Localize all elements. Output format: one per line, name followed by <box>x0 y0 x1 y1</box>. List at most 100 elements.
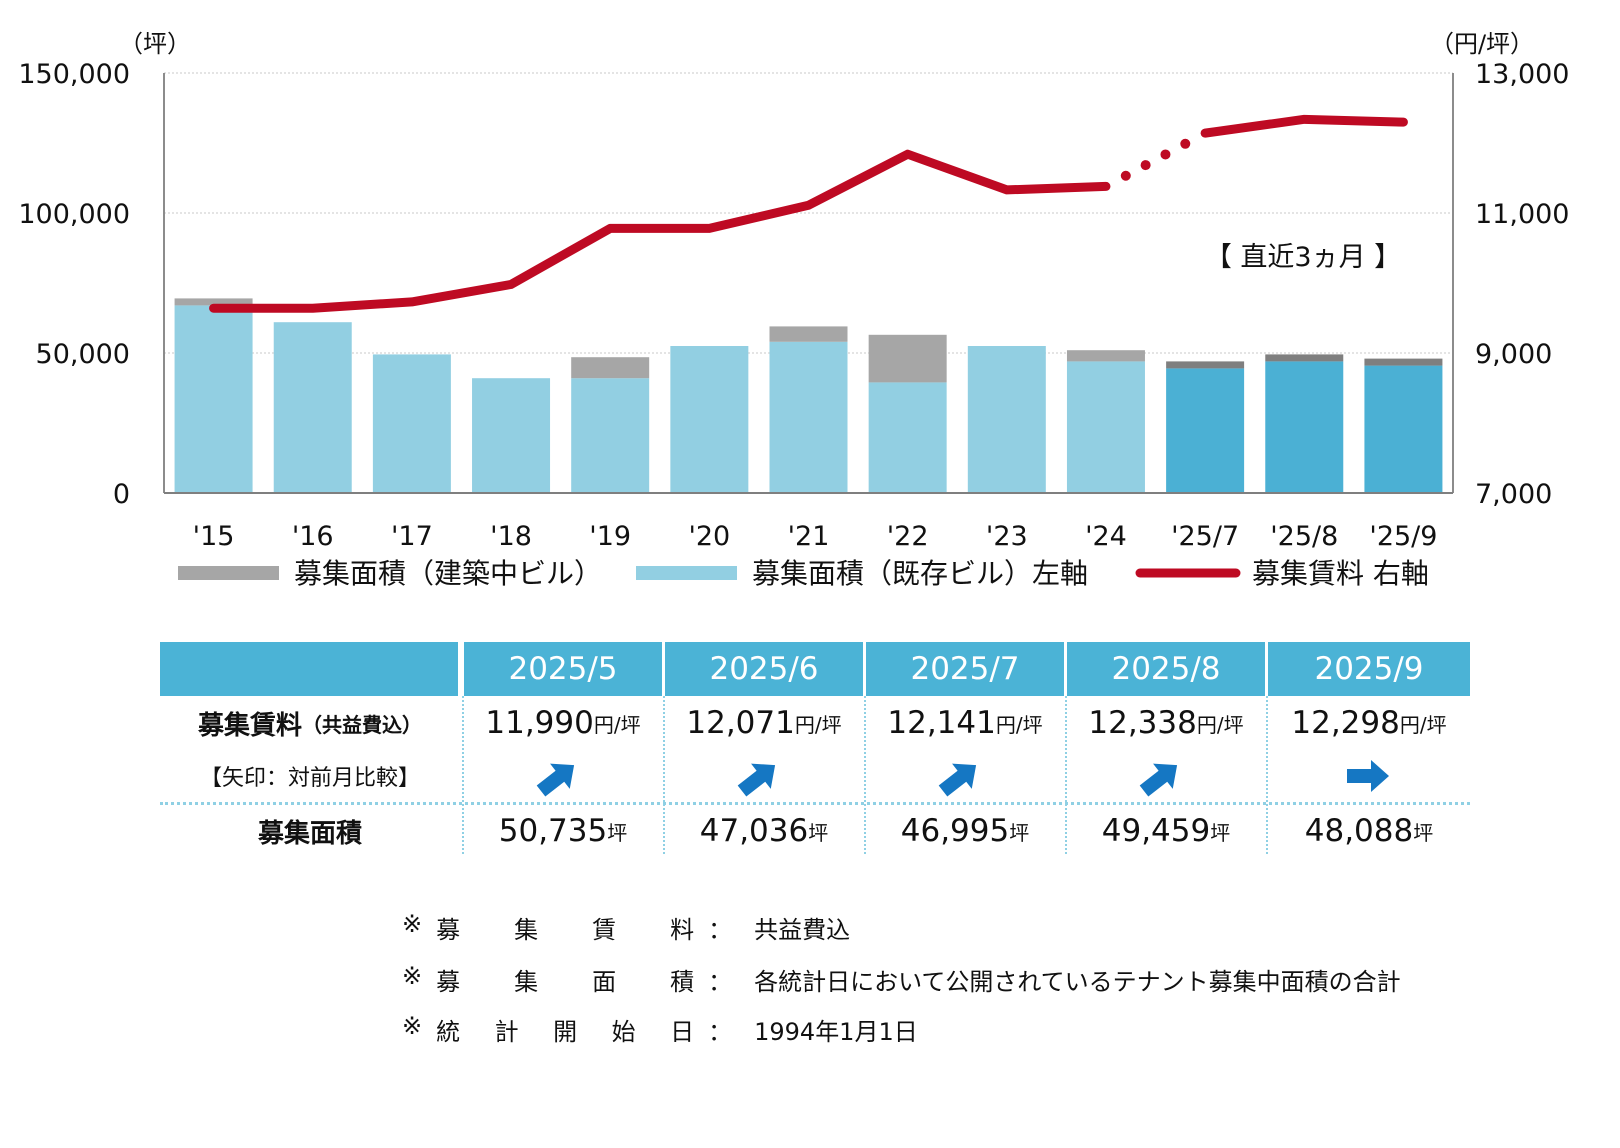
bar-existing <box>967 346 1046 493</box>
note-key-char: 計 <box>494 1018 519 1046</box>
rent-value-cell: 12,071 円/坪 <box>665 698 863 748</box>
area-value-cell: 49,459 坪 <box>1067 806 1265 856</box>
column-divider <box>1065 696 1067 854</box>
area-value: 48,088 <box>1304 813 1414 849</box>
note-key: 募集賃料 <box>436 910 694 945</box>
arrow-cell <box>1067 748 1265 804</box>
note-key-char: 開 <box>553 1018 578 1046</box>
note-key-char: 統 <box>436 1018 461 1046</box>
left-tick-label: 0 <box>113 479 130 510</box>
arrow-cell <box>866 748 1064 804</box>
legend-label-rent: 募集賃料 右軸 <box>1252 557 1429 590</box>
note-colon: ： <box>708 916 733 944</box>
column-divider <box>1266 696 1268 854</box>
note-text: 1994年1月1日 <box>754 1018 918 1046</box>
month-header: 2025/5 <box>464 642 662 696</box>
rent-value: 12,338 <box>1088 705 1197 741</box>
area-unit: 坪 <box>1413 820 1434 845</box>
bar-existing <box>868 382 947 493</box>
arrow-row: 【矢印：対前月比較】 <box>160 748 1470 804</box>
recent-period-label: 【 直近3ヵ月 】 <box>1205 242 1401 273</box>
rent-area-chart: 0 50,000 100,000 150,000 7,000 9,000 11,000 13,… <box>18 30 1569 590</box>
area-value: 50,735 <box>498 813 608 849</box>
rent-value: 12,298 <box>1291 705 1400 741</box>
arrow-right-icon <box>1347 760 1389 792</box>
rent-row-label: 募集賃料 （共益費込） <box>160 698 460 748</box>
bar-existing <box>1166 368 1245 493</box>
note-key: 統計開始日 <box>436 1012 694 1047</box>
arrow-cell <box>665 748 863 804</box>
arrow-cell <box>464 748 662 804</box>
x-tick-label: '16 <box>292 521 334 552</box>
area-unit: 坪 <box>1009 820 1030 845</box>
area-value-cell: 50,735 坪 <box>464 806 662 856</box>
rent-value: 12,141 <box>887 705 996 741</box>
legend-swatch-construction <box>178 566 279 580</box>
legend-label-construction: 募集面積（建築中ビル） <box>294 557 602 590</box>
bar-construction <box>1166 361 1245 369</box>
rent-unit: 円/坪 <box>593 712 641 737</box>
arrow-up-right-icon <box>536 763 575 797</box>
legend-label-existing: 募集面積（既存ビル）左軸 <box>752 557 1088 590</box>
month-header: 2025/6 <box>665 642 863 696</box>
note-key-char: 積 <box>670 968 695 996</box>
x-tick-label: '19 <box>589 521 631 552</box>
rent-line-recent <box>1200 114 1408 138</box>
note-key-char: 募 <box>436 916 461 944</box>
x-tick-label: '21 <box>788 521 830 552</box>
note-mark: ※ <box>402 910 423 938</box>
bar-existing <box>1066 361 1145 493</box>
rent-line-dot <box>1180 138 1191 149</box>
column-divider <box>462 696 464 854</box>
left-tick-label: 150,000 <box>18 59 130 90</box>
table-header-row: 2025/5 2025/6 2025/7 2025/8 2025/9 <box>160 642 1470 696</box>
note-key-char: 始 <box>611 1018 636 1046</box>
note-key-char: 日 <box>670 1018 695 1046</box>
bar-construction <box>174 298 253 306</box>
rent-value: 12,071 <box>686 705 795 741</box>
bar-existing <box>1265 361 1344 493</box>
left-tick-label: 100,000 <box>18 199 130 230</box>
rent-line-dot <box>1160 149 1171 160</box>
x-tick-label: '25/9 <box>1369 521 1437 552</box>
bar-existing <box>571 378 650 493</box>
arrow-up-right-icon <box>1139 763 1178 797</box>
area-unit: 坪 <box>607 820 628 845</box>
right-tick-label: 11,000 <box>1475 199 1569 230</box>
bar-existing <box>769 341 848 493</box>
x-tick-label: '22 <box>887 521 929 552</box>
header-corner <box>160 642 458 696</box>
area-value-cell: 48,088 坪 <box>1268 806 1470 856</box>
x-tick-label: '23 <box>986 521 1028 552</box>
trend-arrow-icon <box>938 763 977 797</box>
note-mark: ※ <box>402 1012 423 1040</box>
trend-arrow-icon <box>1347 760 1389 792</box>
x-tick-label: '24 <box>1085 521 1127 552</box>
area-row: 募集面積 50,735 坪 47,036 坪 46,995 坪 49,459 坪 48,… <box>160 806 1470 856</box>
note-colon: ： <box>708 1018 733 1046</box>
bar-construction <box>868 334 947 383</box>
rent-unit: 円/坪 <box>794 712 842 737</box>
month-header: 2025/8 <box>1067 642 1265 696</box>
note-key-char: 料 <box>670 916 695 944</box>
rent-line <box>209 149 1111 313</box>
right-axis-unit: （円/坪） <box>1430 30 1534 58</box>
area-value-cell: 46,995 坪 <box>866 806 1064 856</box>
x-tick-label: '20 <box>688 521 730 552</box>
arrow-up-right-icon <box>737 763 776 797</box>
x-tick-label: '17 <box>391 521 433 552</box>
x-tick-label: '18 <box>490 521 532 552</box>
area-row-label: 募集面積 <box>160 806 460 856</box>
rent-line-dot <box>1120 170 1131 181</box>
bar-construction <box>769 326 848 342</box>
arrow-up-right-icon <box>938 763 977 797</box>
arrow-cell <box>1268 748 1470 804</box>
month-header: 2025/9 <box>1268 642 1470 696</box>
right-tick-label: 7,000 <box>1475 479 1552 510</box>
month-header: 2025/7 <box>866 642 1064 696</box>
bar-construction <box>571 357 650 379</box>
note-key-char: 集 <box>514 968 539 996</box>
note-start-date: ※ 統 計 開 始 日 ： 1994年1月1日 <box>402 1012 918 1047</box>
rent-unit: 円/坪 <box>1399 712 1447 737</box>
column-divider <box>864 696 866 854</box>
